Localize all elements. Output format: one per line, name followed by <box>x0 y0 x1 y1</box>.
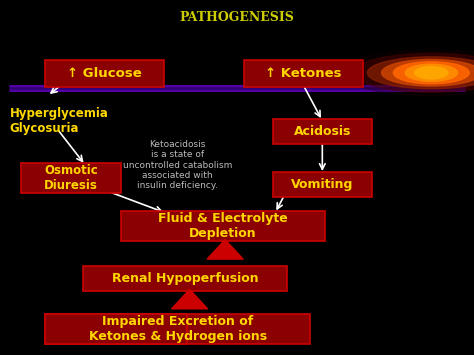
Text: Impaired Excretion of
Ketones & Hydrogen ions: Impaired Excretion of Ketones & Hydrogen… <box>89 315 267 343</box>
Text: Acidosis: Acidosis <box>293 125 351 138</box>
Text: ↑ Ketones: ↑ Ketones <box>265 67 342 80</box>
Text: Ketoacidosis
is a state of
uncontrolled catabolism
associated with
insulin defic: Ketoacidosis is a state of uncontrolled … <box>123 140 232 190</box>
FancyBboxPatch shape <box>45 60 164 87</box>
Text: Osmotic
Diuresis: Osmotic Diuresis <box>44 164 98 192</box>
Ellipse shape <box>382 59 474 86</box>
Text: ↑ Glucose: ↑ Glucose <box>67 67 142 80</box>
FancyBboxPatch shape <box>45 314 310 344</box>
FancyBboxPatch shape <box>21 163 121 193</box>
Ellipse shape <box>341 50 474 96</box>
FancyBboxPatch shape <box>273 172 372 197</box>
Polygon shape <box>207 240 243 259</box>
Text: Vomiting: Vomiting <box>291 178 354 191</box>
FancyBboxPatch shape <box>244 60 363 87</box>
Text: Renal Hypoperfusion: Renal Hypoperfusion <box>111 272 258 285</box>
FancyBboxPatch shape <box>45 314 187 344</box>
Ellipse shape <box>367 57 474 89</box>
FancyBboxPatch shape <box>273 119 372 144</box>
FancyBboxPatch shape <box>83 266 287 291</box>
Text: PATHOGENESIS: PATHOGENESIS <box>180 11 294 24</box>
Text: Hyperglycemia
Glycosuria: Hyperglycemia Glycosuria <box>9 107 109 135</box>
Text: Fluid & Electrolyte
Depletion: Fluid & Electrolyte Depletion <box>158 212 288 240</box>
FancyBboxPatch shape <box>121 211 325 241</box>
Polygon shape <box>172 289 208 309</box>
Ellipse shape <box>353 53 474 92</box>
Ellipse shape <box>415 67 448 79</box>
Ellipse shape <box>405 64 457 81</box>
Ellipse shape <box>393 62 469 84</box>
